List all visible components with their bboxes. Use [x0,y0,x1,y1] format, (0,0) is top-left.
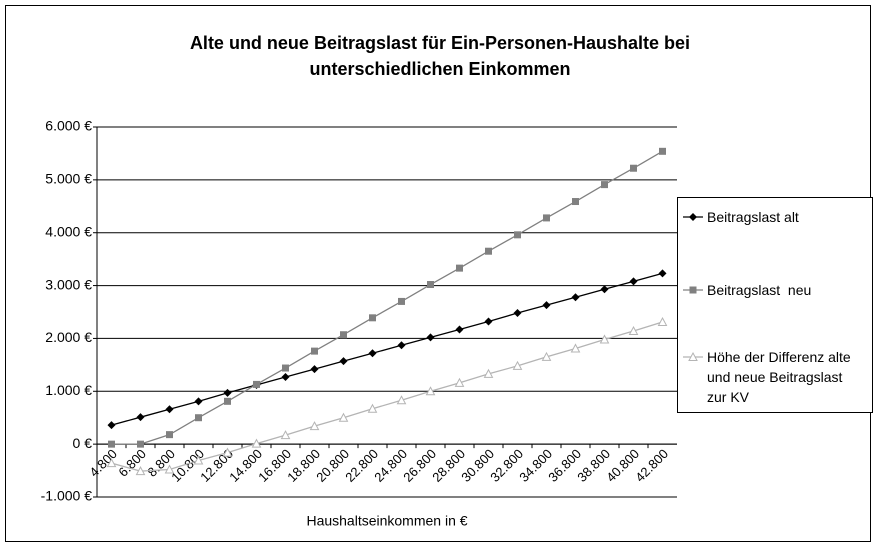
data-point [483,368,494,378]
data-point [630,164,637,172]
data-point [426,333,435,342]
data-point [280,430,291,440]
data-point [251,438,262,448]
data-point [456,264,463,272]
data-point [282,364,289,372]
legend-marker [689,286,697,294]
data-point [454,377,465,387]
data-point [542,301,551,310]
data-point [427,281,434,289]
data-point [135,466,146,476]
y-tick-label: 2.000 € [45,329,92,345]
data-point [309,421,320,431]
data-point [600,285,609,294]
data-point [311,347,318,355]
data-point [368,349,377,358]
y-tick-label: 0 € [73,435,93,451]
data-point [571,293,580,302]
y-tick-label: 1.000 € [45,382,92,398]
data-point [657,316,668,327]
data-point [367,403,378,413]
data-point [106,458,117,468]
data-point [397,341,406,350]
legend-marker [689,213,697,221]
legend-label: Beitragslast alt [707,209,799,225]
data-point [369,314,376,322]
data-point [512,360,523,370]
data-point [195,414,202,422]
data-point [541,351,552,361]
data-point [339,357,348,366]
series-line [111,321,663,472]
data-point [223,388,232,397]
data-point [628,325,639,336]
y-tick-label: 3.000 € [45,276,92,292]
data-point [193,455,204,465]
data-point [164,464,175,474]
data-point [107,421,116,430]
chart-title: Alte und neue Beitragslast für Ein-Perso… [189,33,691,79]
data-point [543,214,550,222]
data-point [398,297,405,305]
data-point [338,412,349,422]
data-point [396,395,407,405]
data-point [425,386,436,396]
series-line [111,272,663,426]
data-point [658,269,667,278]
data-point [224,397,231,405]
data-point [108,440,115,448]
data-point [601,181,608,189]
data-point [485,247,492,255]
data-point [513,309,522,318]
data-point [222,447,233,457]
data-point [659,147,666,155]
data-point [310,365,319,374]
data-point [484,317,493,326]
x-axis-title: Haushaltseinkommen in € [306,513,467,529]
y-tick-label: 6.000 € [45,118,92,134]
legend-box [677,197,873,413]
data-point [165,405,174,414]
data-point [194,397,203,406]
data-point [340,331,347,339]
data-point [599,334,610,344]
data-point [455,325,464,334]
data-point [570,343,581,353]
data-point [514,231,521,239]
y-tick-label: 4.000 € [45,223,92,239]
data-point [137,440,144,448]
data-point [136,413,145,422]
data-point [253,380,260,388]
legend-marker [688,351,698,361]
legend-label: Höhe der Differenz alte und neue Beitrag… [707,349,855,405]
data-point [572,198,579,206]
data-point [166,431,173,439]
data-point [629,277,638,286]
y-tick-label: 5.000 € [45,171,92,187]
title-box: Alte und neue Beitragslast für Ein-Perso… [189,33,691,79]
data-point [281,373,290,382]
legend-label: Beitragslast neu [707,282,812,298]
series-line [111,150,663,445]
y-tick-label: -1.000 € [41,488,93,504]
